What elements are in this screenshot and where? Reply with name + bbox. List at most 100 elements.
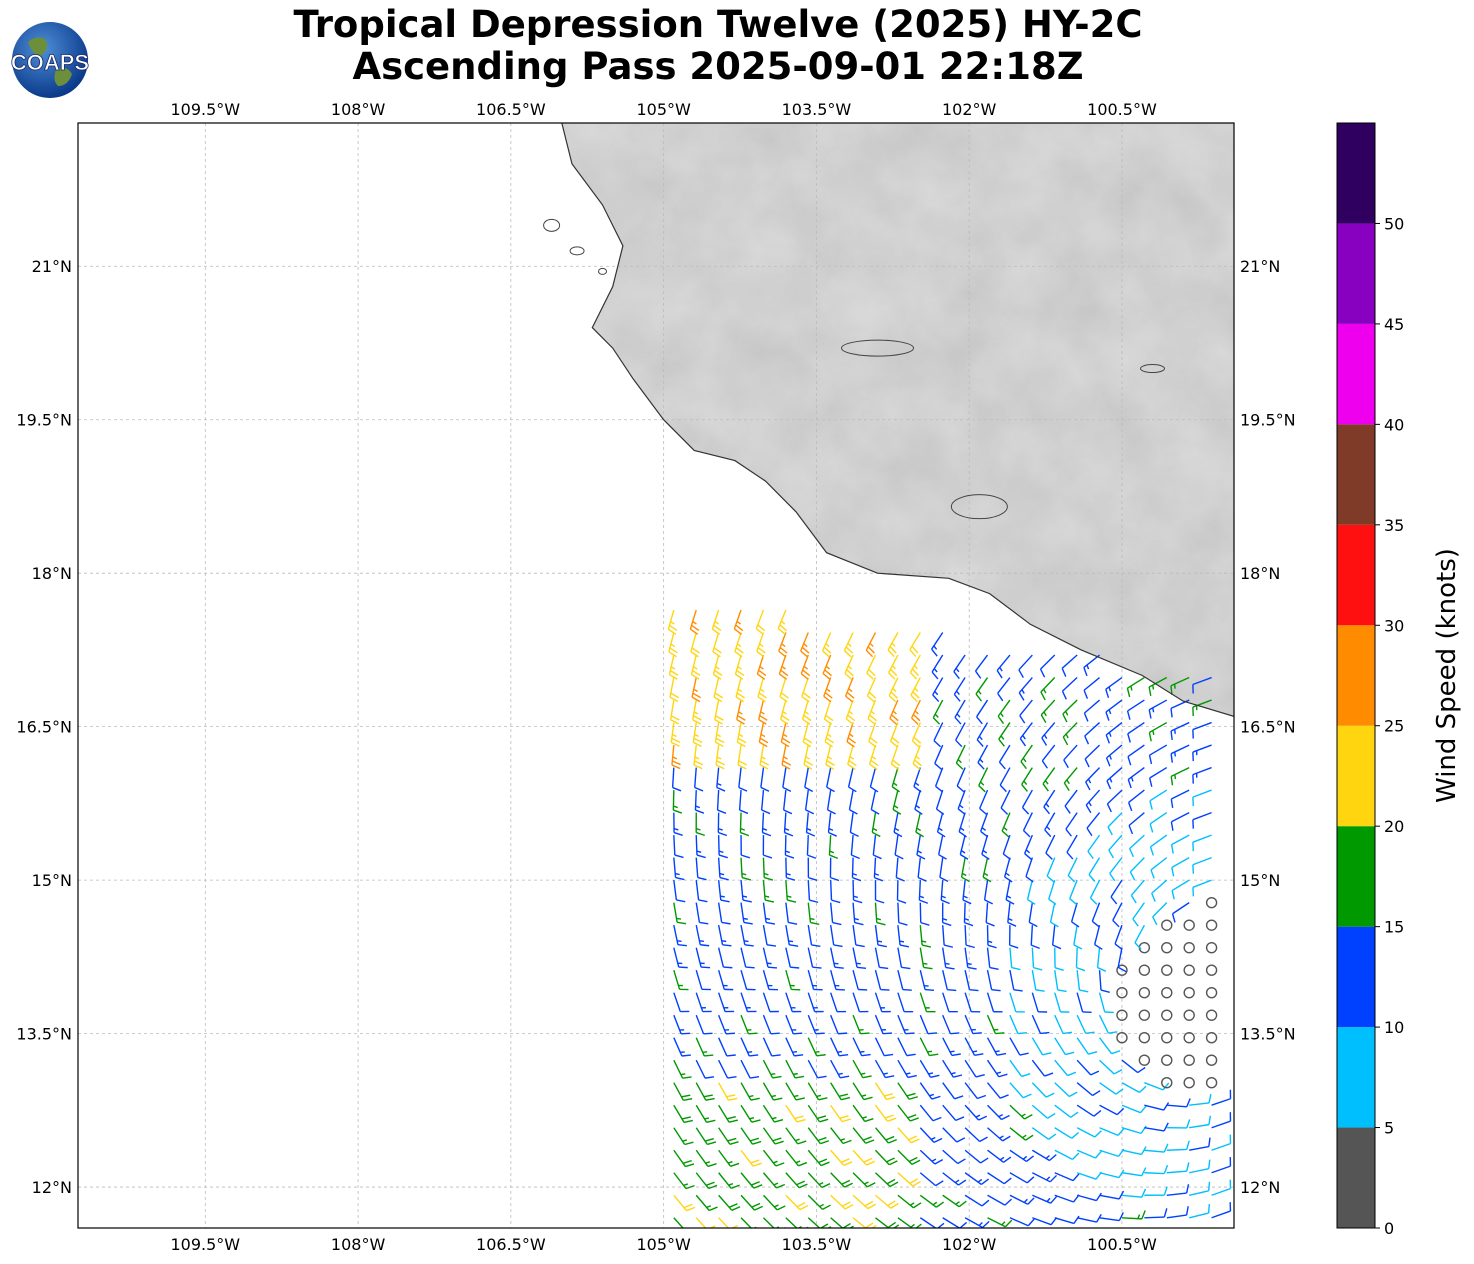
barb-staff — [1144, 1149, 1165, 1153]
colorbar-segment — [1337, 826, 1375, 927]
wind-barb — [823, 699, 834, 725]
wind-barb — [1121, 1210, 1146, 1220]
barb-flag — [914, 808, 923, 815]
barb-flag — [714, 692, 724, 699]
wind-barb — [1189, 1115, 1212, 1129]
wind-barb — [807, 1149, 830, 1167]
wind-barb — [874, 1082, 896, 1101]
wind-barb — [1192, 676, 1212, 694]
barb-staff — [1094, 924, 1101, 945]
barb-flag — [1174, 751, 1177, 757]
barb-flag — [980, 830, 989, 838]
wind-barb — [830, 1194, 854, 1210]
barb-flag — [830, 876, 840, 882]
barb-flag — [852, 876, 862, 882]
barb-flag — [728, 1203, 738, 1208]
barb-flag — [1108, 709, 1112, 715]
barb-flag — [862, 1136, 872, 1141]
wind-barb — [785, 992, 802, 1013]
barb-flag — [758, 669, 767, 677]
wind-barb — [1138, 1009, 1151, 1021]
barb-flag — [983, 872, 989, 877]
barb-flag — [738, 733, 744, 738]
barb-flag — [796, 1180, 806, 1186]
barb-flag — [1163, 1143, 1169, 1153]
barb-staff — [673, 880, 678, 901]
barb-flag — [1009, 944, 1019, 949]
barb-staff — [1091, 902, 1101, 922]
barb-staff — [1061, 654, 1078, 669]
barb-flag — [737, 715, 746, 721]
wind-barb — [740, 1149, 762, 1167]
barb-flag — [1170, 753, 1174, 763]
wind-barb — [695, 1104, 716, 1124]
wind-barb — [942, 1172, 967, 1186]
wind-barb — [690, 654, 701, 680]
wind-barb — [717, 1037, 736, 1057]
barb-flag — [759, 643, 764, 648]
calm-circle — [1116, 964, 1128, 976]
barb-flag — [721, 940, 727, 943]
wind-barb — [1205, 964, 1218, 976]
wind-barb — [997, 699, 1011, 724]
lat-tick-label-right: 15°N — [1240, 871, 1280, 890]
wind-barb — [1127, 789, 1145, 812]
wind-barb — [1149, 834, 1168, 856]
barb-flag — [885, 1135, 895, 1141]
barb-staff — [1112, 902, 1123, 921]
wind-barb — [1031, 1127, 1057, 1140]
wind-barb — [1121, 1125, 1147, 1135]
barb-flag — [831, 899, 841, 904]
barb-flag — [1140, 1125, 1147, 1134]
barb-flag — [844, 1204, 854, 1210]
barb-staff — [1054, 970, 1059, 991]
barb-flag — [1071, 921, 1080, 928]
barb-staff — [1049, 902, 1056, 923]
barb-flag — [728, 1119, 739, 1123]
barb-flag — [691, 673, 700, 680]
barb-flag — [1021, 1073, 1031, 1078]
barb-staff — [987, 1172, 1005, 1185]
barb-staff — [964, 1194, 983, 1207]
wind-barb — [986, 970, 1001, 992]
barb-staff — [1009, 1172, 1028, 1184]
wind-barb — [963, 902, 974, 927]
barb-staff — [1064, 789, 1078, 807]
barb-flag — [803, 764, 813, 770]
wind-barb — [762, 1082, 783, 1101]
barb-staff — [1088, 857, 1101, 876]
colorbar-tick-label: 30 — [1384, 616, 1404, 635]
barb-flag — [774, 1119, 784, 1123]
barb-staff — [1031, 1037, 1044, 1056]
barb-flag — [984, 899, 993, 905]
barb-flag — [887, 1221, 896, 1228]
lat-tick-label-left: 16.5°N — [16, 718, 72, 737]
wind-barb — [760, 767, 770, 792]
barb-flag — [790, 966, 800, 969]
barb-flag — [799, 1205, 809, 1211]
barb-flag — [685, 1184, 695, 1190]
wind-barb — [1192, 744, 1212, 762]
wind-barb — [964, 1037, 984, 1057]
barb-staff — [942, 1014, 952, 1034]
barb-flag — [998, 761, 1006, 770]
barb-staff — [1054, 1059, 1069, 1077]
barb-flag — [802, 718, 811, 725]
wind-barb — [673, 1172, 695, 1190]
barb-staff — [762, 1014, 772, 1035]
barb-staff — [1045, 834, 1056, 854]
wind-barb — [942, 1127, 966, 1143]
wind-barb — [911, 722, 922, 748]
wind-barb — [873, 857, 884, 882]
barb-flag — [759, 737, 769, 744]
barb-flag — [1084, 735, 1090, 745]
barb-flag — [959, 804, 964, 809]
barb-staff — [1189, 1190, 1209, 1196]
wind-barb — [845, 699, 856, 725]
barb-flag — [909, 1117, 919, 1122]
barb-staff — [985, 902, 989, 923]
barb-staff — [717, 902, 723, 923]
wind-barb — [740, 969, 756, 991]
barb-flag — [912, 713, 921, 722]
barb-flag — [1106, 780, 1112, 790]
